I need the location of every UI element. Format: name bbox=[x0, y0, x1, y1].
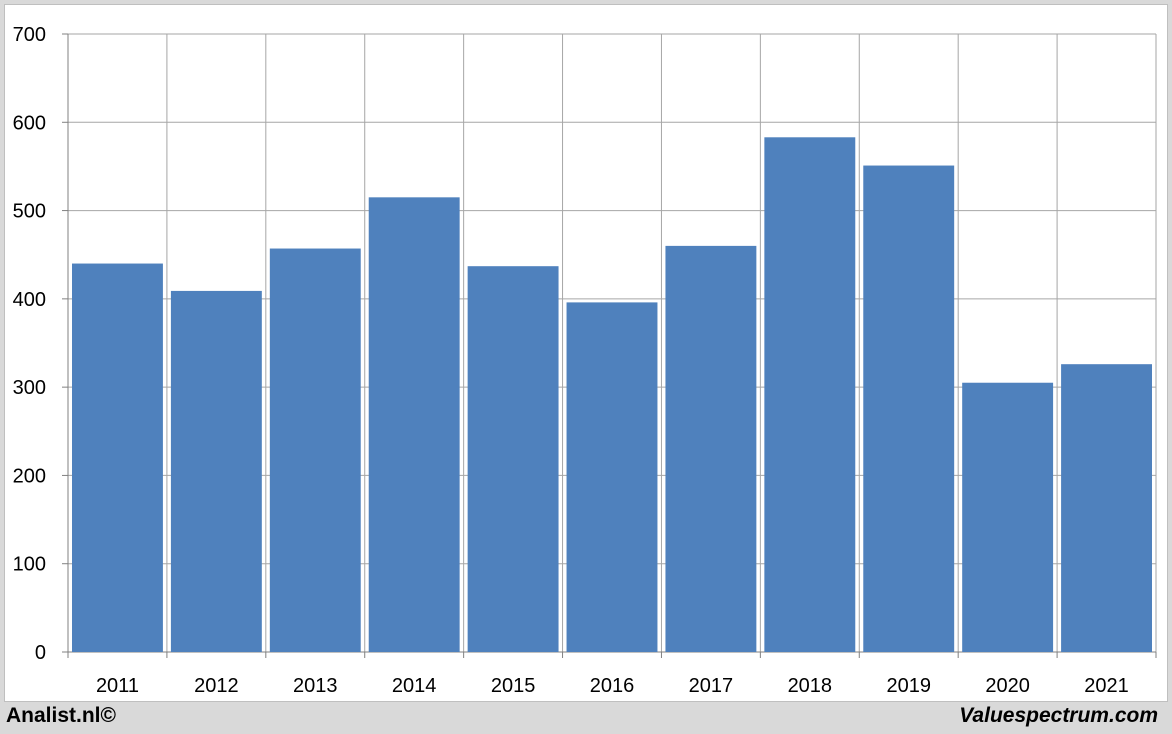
x-tick-label: 2017 bbox=[689, 675, 734, 697]
y-tick-label: 700 bbox=[13, 24, 46, 46]
bar-2016 bbox=[566, 302, 658, 652]
x-tick-label: 2020 bbox=[985, 675, 1030, 697]
bar-2019 bbox=[863, 165, 955, 652]
y-tick-label: 100 bbox=[13, 554, 46, 576]
y-tick-label: 200 bbox=[13, 465, 46, 487]
bar-2021 bbox=[1061, 364, 1152, 652]
y-tick-label: 0 bbox=[35, 642, 46, 664]
x-tick-label: 2019 bbox=[886, 675, 931, 697]
x-tick-label: 2012 bbox=[194, 675, 239, 697]
y-tick-label: 300 bbox=[13, 377, 46, 399]
footer-source-left: Analist.nl© bbox=[6, 704, 116, 727]
footer-source-right: Valuespectrum.com bbox=[959, 704, 1158, 727]
bar-2012 bbox=[170, 290, 262, 652]
x-tick-label: 2011 bbox=[96, 675, 139, 697]
bar-2014 bbox=[368, 197, 460, 653]
bar-2011 bbox=[72, 263, 163, 652]
bar-2015 bbox=[467, 266, 559, 652]
y-tick-label: 500 bbox=[13, 201, 46, 223]
x-tick-label: 2016 bbox=[590, 675, 635, 697]
bar-2020 bbox=[962, 382, 1054, 652]
x-tick-label: 2013 bbox=[293, 675, 338, 697]
x-tick-label: 2014 bbox=[392, 675, 437, 697]
bar-2017 bbox=[665, 245, 757, 652]
y-tick-label: 600 bbox=[13, 112, 46, 134]
x-tick-label: 2021 bbox=[1084, 675, 1129, 697]
bar-2013 bbox=[269, 248, 361, 652]
x-tick-label: 2018 bbox=[788, 675, 833, 697]
y-tick-label: 400 bbox=[13, 289, 46, 311]
x-tick-label: 2015 bbox=[491, 675, 536, 697]
bar-2018 bbox=[764, 137, 856, 652]
